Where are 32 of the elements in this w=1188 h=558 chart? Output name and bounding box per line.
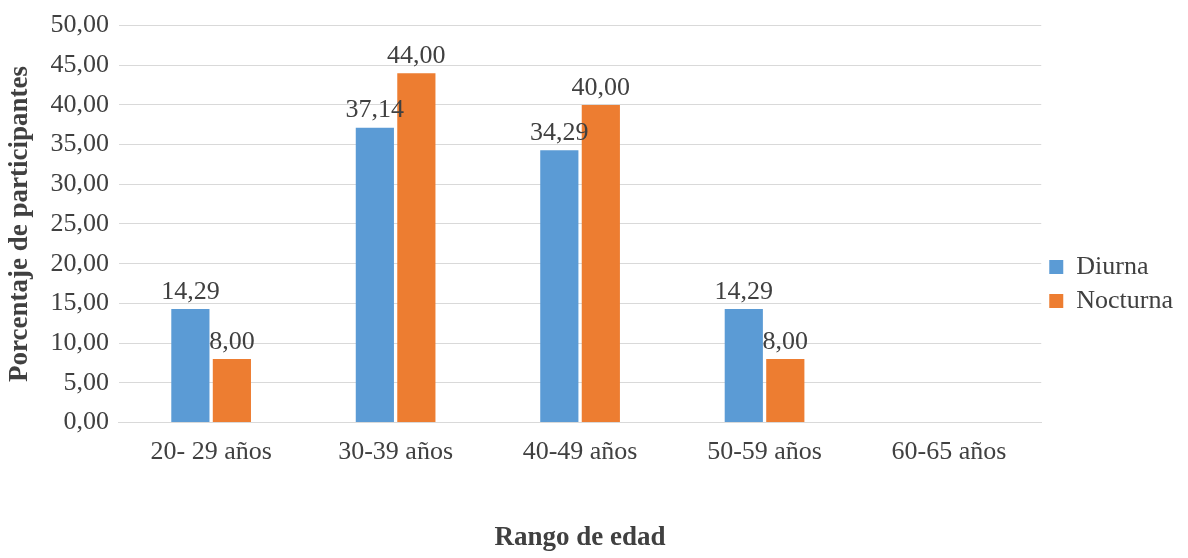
data-label: 8,00: [762, 325, 809, 355]
bar: [724, 309, 763, 422]
x-tick-label: 50-59 años: [707, 435, 822, 465]
y-tick-label: 5,00: [63, 366, 109, 396]
y-tick-label: 45,00: [50, 49, 109, 79]
y-tick-label: 50,00: [50, 9, 109, 39]
data-label: 8,00: [209, 325, 255, 355]
x-tick-label: 40-49 años: [522, 435, 638, 465]
x-axis-title: Rango de edad: [494, 520, 666, 551]
data-label: 14,29: [714, 275, 774, 305]
data-label: 40,00: [571, 71, 631, 101]
x-tick-label: 20- 29 años: [150, 435, 272, 465]
y-tick-label: 0,00: [63, 406, 109, 436]
y-tick-label: 15,00: [50, 287, 109, 317]
bar: [355, 127, 394, 422]
bar: [171, 309, 210, 422]
bar: [540, 150, 579, 422]
x-tick-label: 60-65 años: [891, 435, 1007, 465]
y-tick-label: 30,00: [50, 168, 109, 198]
y-tick-label: 20,00: [50, 247, 109, 277]
legend-label: Diurna: [1076, 250, 1149, 280]
y-axis-title: Porcentaje de participantes: [3, 66, 34, 382]
legend-label: Nocturna: [1076, 284, 1174, 314]
data-label: 44,00: [387, 40, 446, 70]
y-tick-label: 10,00: [50, 326, 109, 356]
bar: [212, 358, 251, 422]
data-label: 14,29: [161, 275, 220, 305]
y-tick-label: 25,00: [50, 207, 109, 237]
x-tick-label: 30-39 años: [338, 435, 454, 465]
bar: [766, 358, 805, 422]
y-tick-label: 35,00: [50, 128, 109, 158]
y-tick-label: 40,00: [50, 88, 109, 118]
